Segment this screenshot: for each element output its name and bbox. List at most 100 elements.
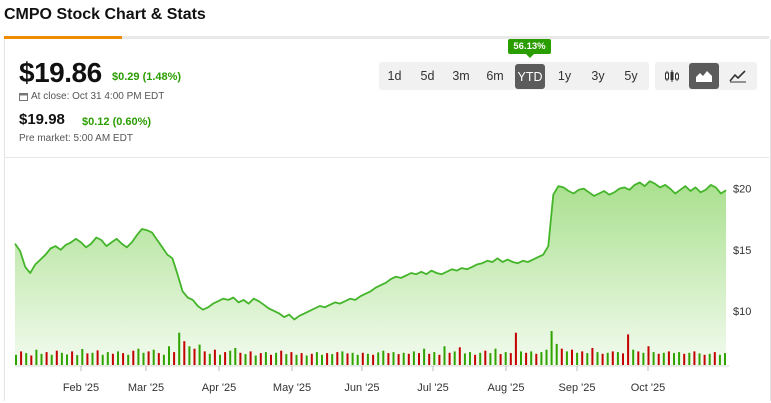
range-3y[interactable]: 3y [591,69,605,83]
volume-bar [117,351,119,365]
volume-bar [611,351,614,365]
volume-bar [285,354,288,365]
volume-bar [377,352,380,365]
volume-bar [469,352,471,365]
line-chart-button[interactable] [723,62,753,90]
volume-bar [15,354,17,365]
volume-bar [688,352,691,365]
volume-bar [234,348,237,365]
volume-bar [499,354,502,365]
volume-bar [132,350,135,365]
volume-bar [581,351,584,365]
x-tick-label: Aug '25 [488,382,525,394]
volume-bar [40,353,43,365]
y-tick-label: $15 [733,245,751,257]
range-6m[interactable]: 6m [486,69,504,83]
volume-bar [489,353,492,365]
volume-bar [586,353,589,365]
volume-bar [509,353,512,365]
close-time-label: At close: Oct 31 4:00 PM EDT [31,91,165,102]
volume-bar [667,351,670,365]
volume-bar [356,354,359,365]
range-ytd[interactable]: YTD [515,64,545,89]
volume-bar [693,351,696,365]
volume-bar [270,354,272,365]
volume-bar [193,348,196,365]
volume-bar [300,353,303,365]
x-tick-label: Feb '25 [63,382,99,394]
volume-bar [565,351,568,365]
price-line [14,180,727,321]
volume-bar [295,354,298,365]
volume-bar [453,351,456,365]
close-time: At close: Oct 31 4:00 PM EDT [19,91,164,102]
volume-bar [627,334,630,365]
x-tick-label: Mar '25 [128,382,164,394]
volume-bar [86,353,89,365]
volume-bar [326,353,329,365]
candlestick-button[interactable] [657,62,687,90]
volume-bar [412,351,415,365]
x-tick-label: May '25 [273,382,311,394]
volume-bar [382,350,385,365]
volume-bar [331,354,334,365]
volume-bar [127,354,130,365]
volume-bar [550,331,553,365]
volume-bar [336,352,339,365]
volume-bar [290,352,293,365]
header-divider [4,157,769,158]
volume-bar [703,354,706,365]
volume-bar [147,351,150,365]
volume-bar [254,355,257,365]
volume-bar [60,352,63,365]
volume-bar [366,353,369,365]
volume-bar [540,352,543,365]
volume-bar [20,351,23,365]
range-5y[interactable]: 5y [624,69,638,83]
volume-bar [647,346,650,365]
volume-bar [55,350,58,365]
volume-bar [35,349,38,365]
volume-bar [25,353,28,365]
ytd-return-badge: 56.13% [508,39,551,58]
volume-bar [535,353,538,365]
volume-bar [418,353,420,365]
volume-bar [229,350,232,365]
volume-bar [66,354,68,365]
pre-market-change: $0.12 (0.60%) [82,116,152,128]
volume-bar [402,352,405,365]
x-tick-label: Sep '25 [559,382,596,394]
range-3m[interactable]: 3m [452,69,470,83]
volume-bar [652,352,655,365]
x-tick-label: Jul '25 [417,382,448,394]
volume-bar [259,353,262,365]
range-1d[interactable]: 1d [387,69,402,83]
volume-bar [642,352,645,365]
volume-bar [657,353,660,365]
volume-bar [280,350,283,365]
volume-bar [443,346,446,365]
volume-bar [239,352,242,365]
x-tick-label: Apr '25 [202,382,237,394]
volume-bar [213,349,216,365]
range-1y[interactable]: 1y [557,69,572,83]
range-5d[interactable]: 5d [420,69,435,83]
volume-bar [372,354,375,365]
volume-bar [616,352,619,365]
volume-bar [494,348,497,365]
volume-bar [96,350,99,365]
pre-market-price: $19.98 [19,111,65,128]
area-chart-button[interactable] [689,63,719,89]
volume-bar [438,354,441,365]
volume-bar [724,353,726,365]
area-chart-icon [696,71,712,82]
volume-bar [433,352,436,365]
y-tick-label: $10 [733,306,751,318]
volume-bar [525,352,528,365]
volume-bar [514,332,517,365]
volume-bar [504,352,507,365]
x-tick-label: Oct '25 [631,382,666,394]
volume-bar [101,354,104,365]
volume-bar [392,352,395,365]
